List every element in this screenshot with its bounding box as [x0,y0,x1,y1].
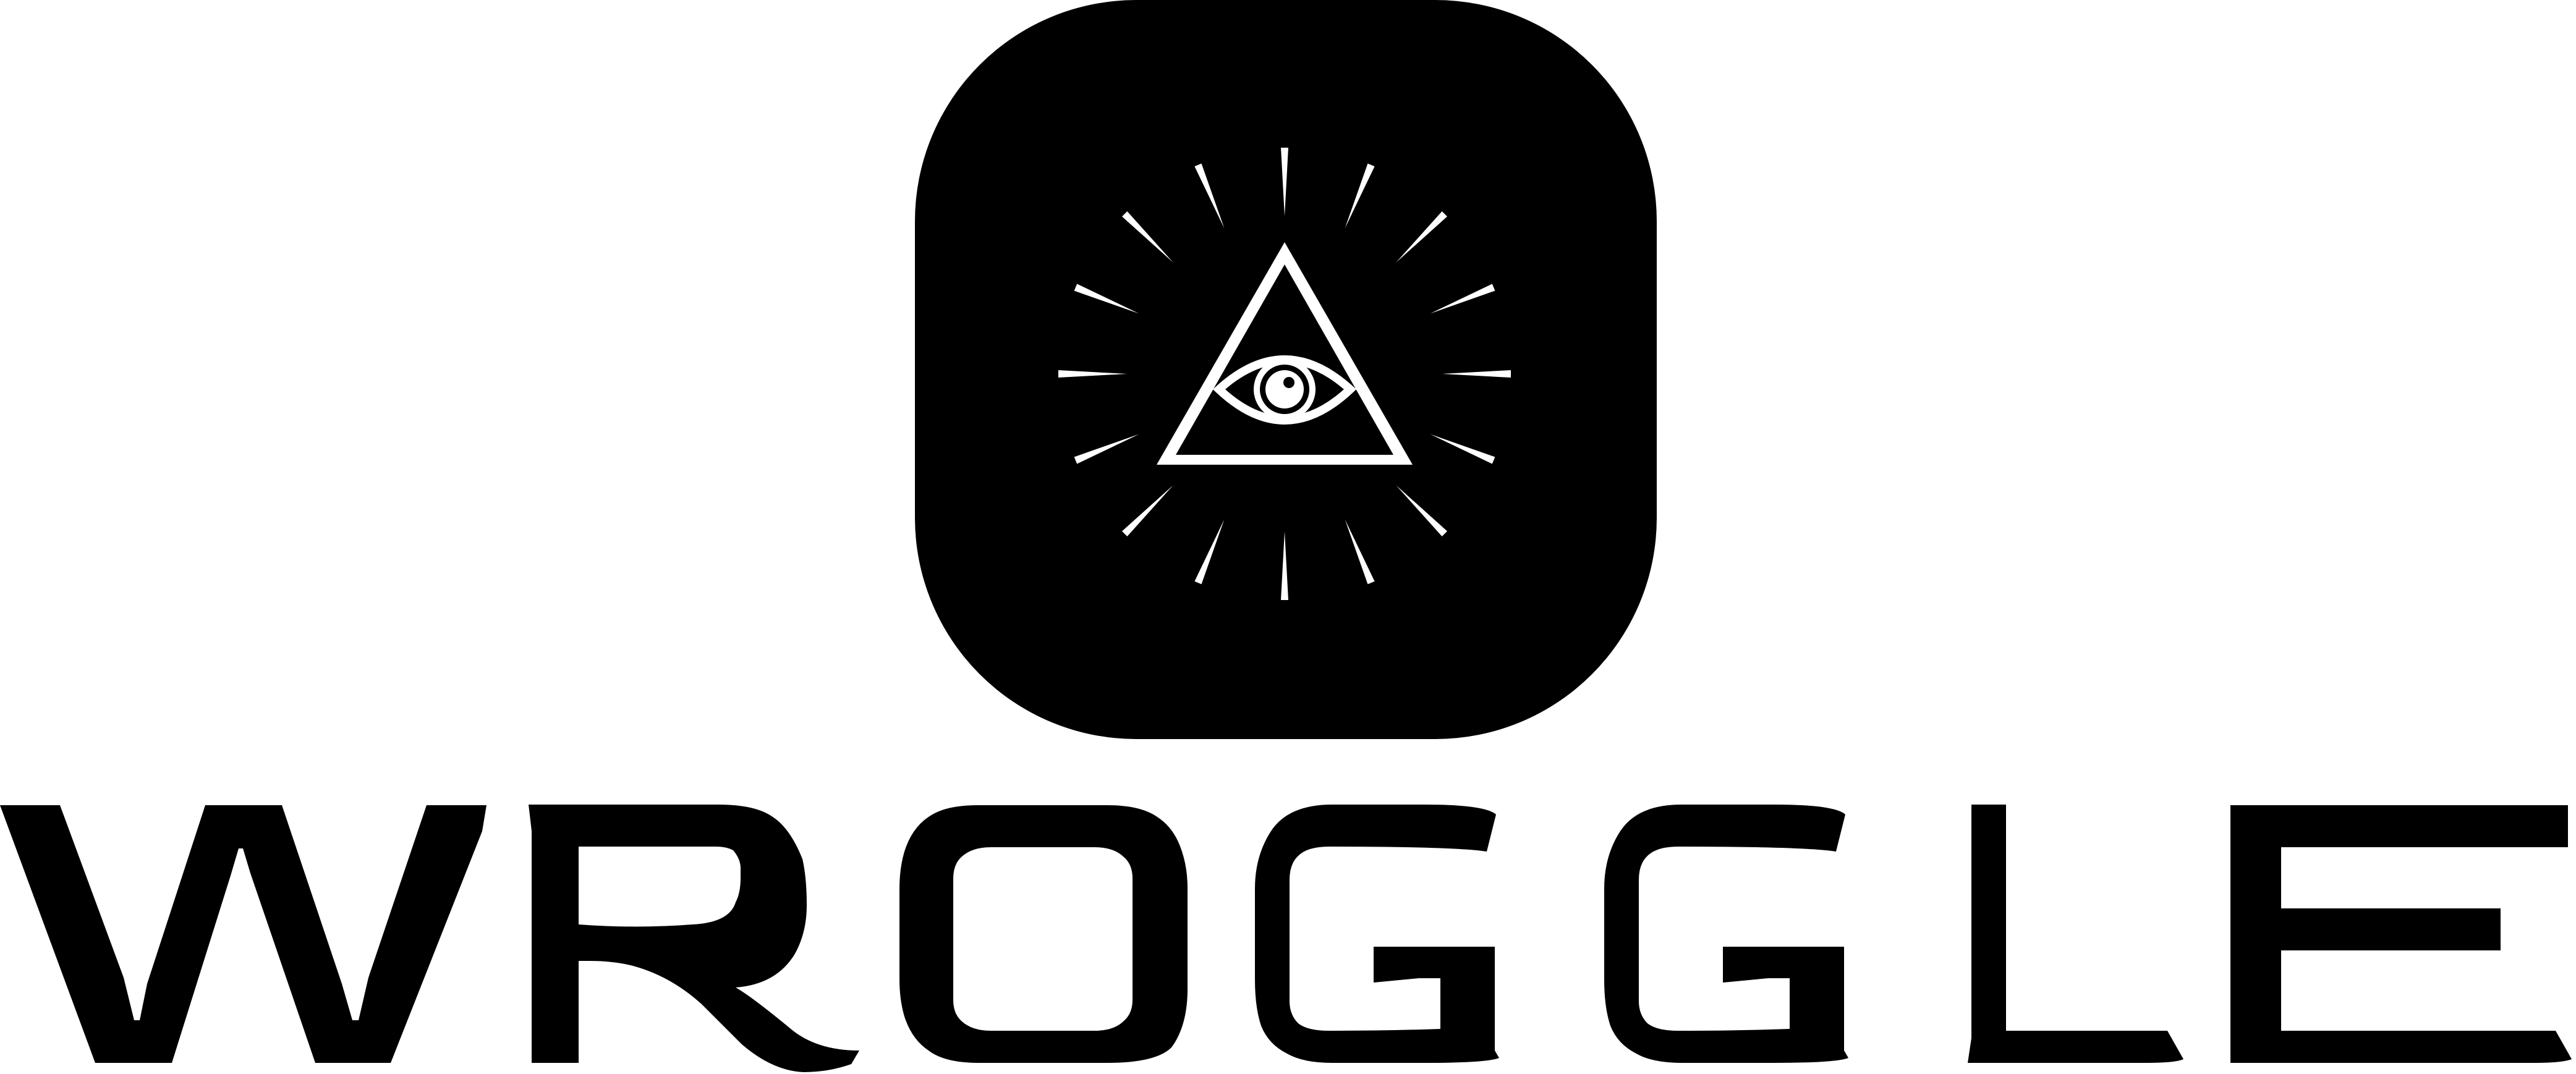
sun-ray [1430,434,1495,464]
letter-o [899,805,1188,1063]
all-seeing-eye-triangle-icon [1157,242,1413,465]
sun-ray [1122,211,1173,263]
sun-ray [1281,531,1288,600]
sun-ray [1345,163,1375,229]
letter-w [0,805,487,1063]
sun-ray [1396,211,1447,263]
letter-g-2 [1604,805,1848,1063]
sun-ray [1122,485,1173,536]
sun-ray [1194,519,1225,585]
sun-ray [1058,370,1127,378]
sun-ray [1345,519,1375,585]
sun-ray [1396,485,1447,536]
letter-r [529,805,859,1072]
sun-ray [1074,434,1139,464]
sun-ray [1430,284,1495,314]
letter-e [2230,805,2572,1063]
sun-ray [1281,148,1288,216]
sunburst-rays-icon [1058,148,1511,600]
letter-l [1968,805,2183,1063]
wordmark [0,805,2572,1072]
sun-ray [1074,284,1139,314]
sun-ray [1442,370,1511,378]
letter-g [1255,805,1499,1063]
sun-ray [1194,163,1225,229]
